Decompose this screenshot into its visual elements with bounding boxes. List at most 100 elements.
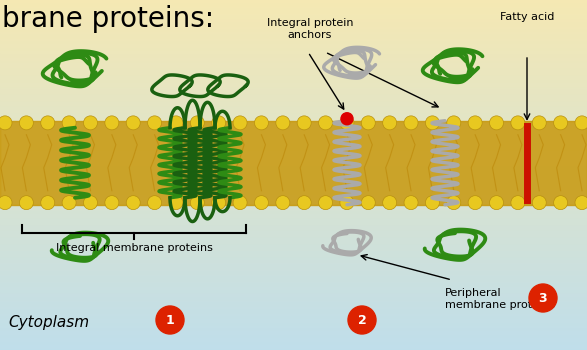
Bar: [0, 49, 587, 51]
Circle shape: [426, 116, 440, 130]
Bar: [0, 156, 587, 158]
Bar: [0, 121, 587, 122]
Bar: [0, 4, 587, 5]
Bar: [0, 80, 587, 82]
Circle shape: [361, 196, 375, 210]
Circle shape: [532, 196, 546, 210]
Bar: [0, 262, 587, 264]
Bar: [0, 150, 587, 152]
Bar: [0, 254, 587, 256]
Circle shape: [447, 116, 461, 130]
Text: Peripheral
membrane proteins: Peripheral membrane proteins: [445, 288, 555, 310]
Bar: [0, 51, 587, 52]
Text: Integral protein
anchors: Integral protein anchors: [266, 18, 353, 40]
Bar: [0, 304, 587, 306]
Bar: [0, 54, 587, 56]
Bar: [0, 145, 587, 147]
Bar: [0, 294, 587, 296]
Bar: [0, 70, 587, 72]
Circle shape: [319, 196, 333, 210]
Bar: [0, 334, 587, 336]
Bar: [0, 348, 587, 350]
Bar: [0, 10, 587, 12]
Bar: [0, 257, 587, 259]
Bar: [0, 94, 587, 96]
Bar: [0, 256, 587, 257]
Bar: [0, 52, 587, 54]
Bar: [0, 46, 587, 47]
Bar: [0, 177, 587, 178]
Bar: [0, 298, 587, 299]
Bar: [0, 170, 587, 172]
Bar: [0, 276, 587, 278]
Circle shape: [190, 116, 204, 130]
Bar: [0, 0, 587, 2]
Bar: [0, 128, 587, 130]
Bar: [0, 107, 587, 108]
Bar: [0, 142, 587, 143]
Bar: [0, 203, 587, 205]
Circle shape: [254, 196, 268, 210]
Bar: [0, 82, 587, 84]
Bar: [0, 229, 587, 231]
Bar: [0, 234, 587, 236]
Bar: [0, 9, 587, 10]
Bar: [0, 21, 587, 23]
Bar: [0, 240, 587, 242]
Bar: [0, 44, 587, 46]
Bar: [0, 317, 587, 318]
Bar: [0, 119, 587, 121]
Bar: [0, 187, 587, 189]
Circle shape: [340, 196, 354, 210]
Bar: [0, 131, 587, 133]
Bar: [0, 219, 587, 220]
Circle shape: [575, 196, 587, 210]
Bar: [0, 68, 587, 70]
Bar: [0, 18, 587, 19]
Bar: [0, 124, 587, 126]
Bar: [0, 186, 587, 187]
Circle shape: [297, 116, 311, 130]
Circle shape: [19, 116, 33, 130]
Bar: [0, 79, 587, 80]
Bar: [0, 338, 587, 340]
Bar: [0, 320, 587, 322]
Bar: [0, 72, 587, 74]
Circle shape: [426, 196, 440, 210]
Bar: [0, 340, 587, 341]
Bar: [0, 310, 587, 312]
Bar: [0, 2, 587, 4]
Bar: [0, 287, 587, 289]
Bar: [0, 191, 587, 192]
Bar: [0, 108, 587, 110]
Bar: [0, 327, 587, 329]
Circle shape: [554, 116, 568, 130]
Circle shape: [468, 196, 482, 210]
Bar: [0, 37, 587, 38]
Bar: [0, 285, 587, 287]
Bar: [0, 205, 587, 206]
Circle shape: [233, 116, 247, 130]
Bar: [0, 315, 587, 317]
Bar: [0, 214, 587, 215]
Circle shape: [276, 196, 290, 210]
Bar: [0, 84, 587, 86]
Circle shape: [254, 116, 268, 130]
Bar: [0, 26, 587, 28]
Circle shape: [319, 116, 333, 130]
Bar: [0, 138, 587, 140]
Circle shape: [126, 196, 140, 210]
Bar: [0, 261, 587, 262]
Bar: [0, 196, 587, 198]
Bar: [0, 163, 587, 164]
Bar: [0, 135, 587, 136]
Circle shape: [348, 306, 376, 334]
Bar: [0, 25, 587, 26]
Circle shape: [62, 116, 76, 130]
Bar: [0, 243, 587, 245]
Circle shape: [41, 196, 55, 210]
Bar: [0, 154, 587, 156]
Bar: [0, 198, 587, 199]
Bar: [0, 299, 587, 301]
Circle shape: [341, 113, 353, 125]
